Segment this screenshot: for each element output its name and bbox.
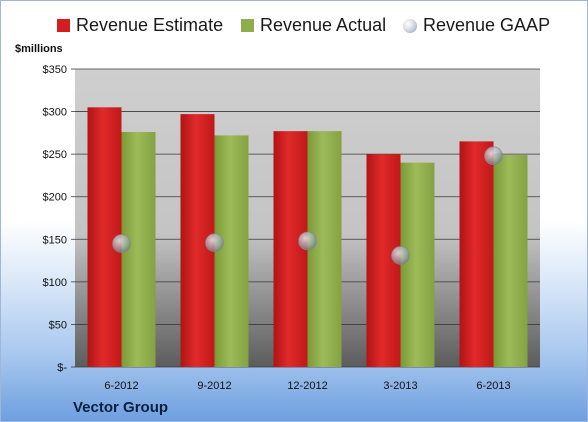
bar-revenue-estimate (273, 131, 308, 367)
legend-item-revenue-estimate: Revenue Estimate (57, 15, 223, 36)
company-name: Vector Group (73, 399, 169, 416)
bar-revenue-actual (214, 135, 249, 367)
legend-swatch-estimate (57, 19, 70, 32)
y-axis: $- $50 $100 $150 $200 $250 $300 $350 (43, 64, 75, 374)
legend-swatch-actual (241, 19, 254, 32)
x-tick-label: 6-2012 (104, 380, 138, 392)
y-tick-label: $150 (43, 234, 67, 246)
y-tick-label: $50 (49, 319, 67, 331)
y-tick-label: $200 (43, 192, 67, 204)
bar-revenue-actual (307, 131, 342, 367)
y-tick-label: $100 (43, 277, 67, 289)
legend-item-revenue-actual: Revenue Actual (241, 15, 386, 36)
x-tick-label: 3-2013 (383, 380, 417, 392)
legend-item-revenue-gaap: Revenue GAAP (403, 15, 550, 36)
marker-revenue-gaap (298, 231, 317, 251)
legend-marker-gaap (403, 18, 417, 33)
x-tick-label: 6-2013 (476, 380, 510, 392)
y-tick-label: $350 (43, 64, 67, 76)
y-tick-label: $300 (43, 107, 67, 119)
x-tick-label: 12-2012 (287, 380, 327, 392)
bar-revenue-actual (400, 162, 435, 367)
marker-revenue-gaap (391, 246, 410, 265)
y-tick-label: $- (57, 362, 67, 374)
y-axis-unit-label: $millions (15, 43, 63, 55)
y-tick-label: $250 (43, 149, 67, 161)
marker-revenue-gaap (112, 234, 131, 253)
legend-label-actual: Revenue Actual (260, 15, 387, 35)
bar-revenue-actual (493, 154, 528, 367)
bars (87, 107, 528, 368)
legend-label-estimate: Revenue Estimate (76, 15, 224, 35)
x-axis: 6-2012 9-2012 12-2012 3-2013 6-2013 (104, 380, 510, 392)
marker-revenue-gaap (484, 146, 503, 166)
x-tick-label: 9-2012 (197, 380, 231, 392)
chart-legend: Revenue Estimate Revenue Actual Revenue … (1, 15, 587, 43)
legend-label-gaap: Revenue GAAP (423, 15, 551, 35)
marker-revenue-gaap (205, 233, 224, 252)
bar-revenue-estimate (459, 141, 494, 367)
gaap-markers (112, 146, 503, 265)
